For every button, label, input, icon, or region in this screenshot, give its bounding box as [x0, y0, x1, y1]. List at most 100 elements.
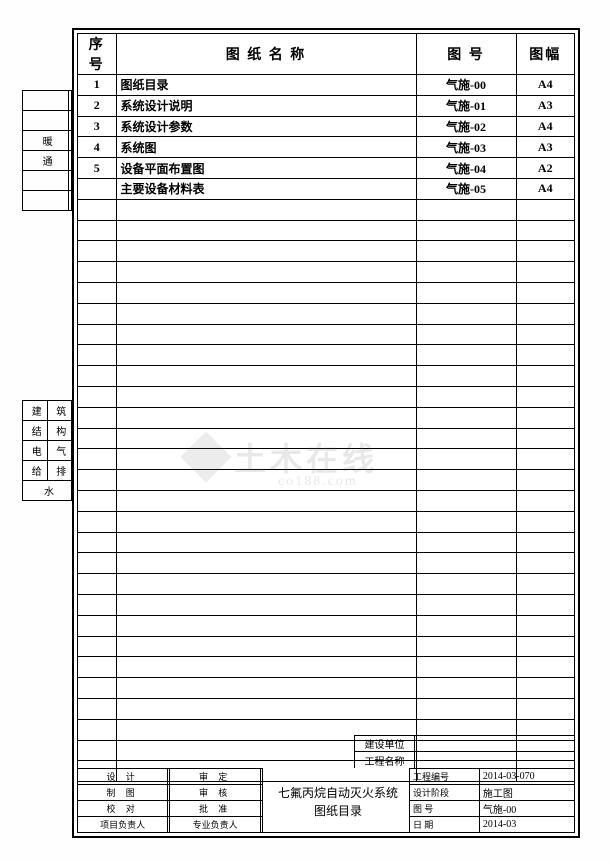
table-row-empty — [78, 345, 574, 366]
table-row-empty — [78, 303, 574, 324]
watermark-sub: co188.com — [278, 474, 358, 490]
meta-projno: 2014-03-070 — [479, 768, 574, 784]
table-row-empty — [78, 241, 574, 262]
signature-block: 设 计审 定 制 图审 核 校 对批 准 项目负责人专业负责人 — [78, 768, 263, 833]
meta-block: 工程编号2014-03-070 设计阶段施工图 图 号气施-00 日 期2014… — [409, 768, 574, 833]
sig-review: 审 核 — [170, 784, 261, 800]
build-unit-label: 建设单位 — [355, 736, 415, 751]
sig-proj-lead: 项目负责人 — [78, 816, 168, 832]
table-row-empty — [78, 262, 574, 283]
side-tab: 给 — [23, 461, 48, 481]
table-row-empty — [78, 428, 574, 449]
table-row-empty — [78, 324, 574, 345]
table-row-empty — [78, 282, 574, 303]
cell-seq: 3 — [78, 116, 116, 137]
table-row-empty — [78, 553, 574, 574]
cell-num: 气施-04 — [416, 158, 516, 179]
sheet-title-line1: 七氟丙烷自动灭火系统 — [263, 784, 413, 802]
sheet-title: 七氟丙烷自动灭火系统 图纸目录 — [263, 784, 413, 820]
cell-num: 气施-03 — [416, 137, 516, 158]
table-row-empty — [78, 698, 574, 719]
project-name-value — [415, 752, 574, 768]
project-name-label: 工程名称 — [355, 752, 415, 768]
side-tab: 构 — [47, 421, 72, 441]
sig-check: 校 对 — [78, 800, 168, 816]
col-header-seq: 序号 — [78, 34, 116, 75]
sig-disc-lead: 专业负责人 — [170, 816, 261, 832]
cell-seq: 4 — [78, 137, 116, 158]
side-tabs-upper: 暖 通 — [22, 90, 72, 211]
sig-design: 设 计 — [78, 768, 168, 784]
table-row-empty — [78, 678, 574, 699]
project-info-box: 建设单位 工程名称 — [354, 735, 574, 768]
cell-seq — [78, 178, 116, 199]
sig-approve2: 批 准 — [170, 800, 261, 816]
table-row: 1图纸目录气施-00A4 — [78, 75, 574, 96]
cell-name: 系统设计参数 — [116, 116, 416, 137]
table-row-empty — [78, 532, 574, 553]
side-tabs-lower: 建 筑 结 构 电 气 给 排 水 — [22, 400, 72, 501]
table-row-empty — [78, 366, 574, 387]
table-row-empty — [78, 615, 574, 636]
cell-num: 气施-01 — [416, 95, 516, 116]
table-row-empty — [78, 407, 574, 428]
table-row-empty — [78, 199, 574, 220]
sheet-title-line2: 图纸目录 — [263, 802, 413, 820]
table-row: 2系统设计说明气施-01A3 — [78, 95, 574, 116]
cell-fmt: A4 — [516, 116, 574, 137]
table-row-empty — [78, 636, 574, 657]
meta-projno-lbl: 工程编号 — [410, 768, 480, 784]
cell-name: 系统设计说明 — [116, 95, 416, 116]
cell-name: 设备平面布置图 — [116, 158, 416, 179]
cell-num: 气施-02 — [416, 116, 516, 137]
cell-seq: 5 — [78, 158, 116, 179]
meta-phase: 施工图 — [479, 784, 574, 800]
table-row-empty — [78, 574, 574, 595]
meta-dwgno-lbl: 图 号 — [410, 800, 480, 816]
side-tab — [23, 171, 69, 191]
table-row-empty — [78, 220, 574, 241]
meta-date: 2014-03 — [479, 816, 574, 832]
cell-seq: 2 — [78, 95, 116, 116]
table-row-empty — [78, 449, 574, 470]
table-row-empty — [78, 386, 574, 407]
side-tab — [23, 111, 69, 131]
side-tab: 通 — [23, 151, 69, 171]
table-row: 4系统图气施-03A3 — [78, 137, 574, 158]
table-row: 5设备平面布置图气施-04A2 — [78, 158, 574, 179]
build-unit-value — [415, 736, 574, 751]
cell-fmt: A4 — [516, 178, 574, 199]
drawing-frame-inner: 序号 图 纸 名 称 图 号 图幅 1图纸目录气施-00A42系统设计说明气施-… — [77, 33, 575, 833]
cell-fmt: A3 — [516, 137, 574, 158]
meta-phase-lbl: 设计阶段 — [410, 784, 480, 800]
cell-name: 系统图 — [116, 137, 416, 158]
col-header-name: 图 纸 名 称 — [116, 34, 416, 75]
cell-name: 主要设备材料表 — [116, 178, 416, 199]
cell-num: 气施-05 — [416, 178, 516, 199]
meta-dwgno: 气施-00 — [479, 800, 574, 816]
table-row-empty — [78, 490, 574, 511]
col-header-fmt: 图幅 — [516, 34, 574, 75]
table-row-empty — [78, 657, 574, 678]
table-row-empty — [78, 594, 574, 615]
cell-name: 图纸目录 — [116, 75, 416, 96]
side-tab — [23, 191, 69, 211]
cell-fmt: A3 — [516, 95, 574, 116]
side-tab — [23, 91, 69, 111]
side-tab: 水 — [23, 481, 72, 501]
col-header-num: 图 号 — [416, 34, 516, 75]
side-tab: 暖 — [23, 131, 69, 151]
drawing-frame-outer: 序号 图 纸 名 称 图 号 图幅 1图纸目录气施-00A42系统设计说明气施-… — [72, 28, 580, 838]
cell-fmt: A4 — [516, 75, 574, 96]
sig-draw: 制 图 — [78, 784, 168, 800]
cell-num: 气施-00 — [416, 75, 516, 96]
side-tab: 电 — [23, 441, 48, 461]
table-row-empty — [78, 511, 574, 532]
side-tab: 筑 — [47, 401, 72, 421]
drawing-index-table: 序号 图 纸 名 称 图 号 图幅 1图纸目录气施-00A42系统设计说明气施-… — [78, 34, 574, 782]
table-header-row: 序号 图 纸 名 称 图 号 图幅 — [78, 34, 574, 75]
table-row: 主要设备材料表气施-05A4 — [78, 178, 574, 199]
side-tab: 气 — [47, 441, 72, 461]
cell-fmt: A2 — [516, 158, 574, 179]
side-tab: 建 — [23, 401, 48, 421]
